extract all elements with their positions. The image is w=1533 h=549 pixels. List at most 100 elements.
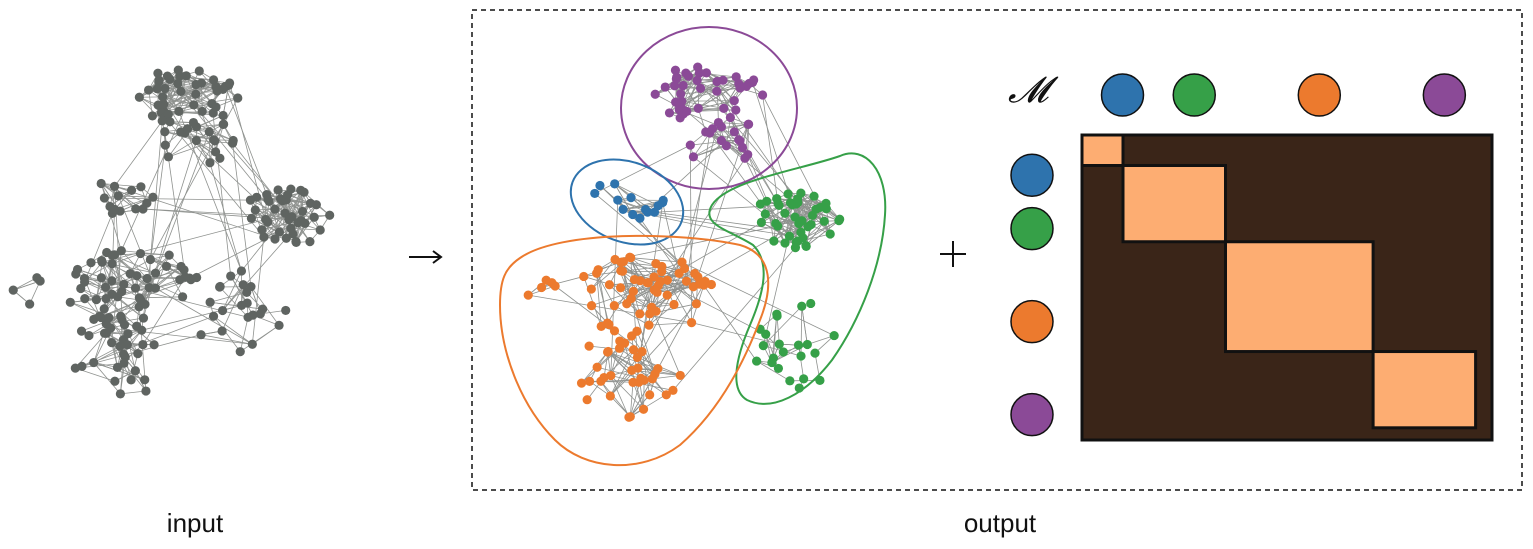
graph-node [125, 269, 135, 279]
graph-node [246, 282, 256, 292]
graph-node [215, 282, 225, 292]
graph-node [291, 236, 301, 247]
graph-edge [209, 162, 242, 272]
graph-edge [162, 90, 218, 98]
blue-community-hull [569, 158, 685, 246]
graph-edge [629, 382, 634, 417]
graph-node [810, 348, 820, 358]
graph-edge [643, 380, 645, 410]
graph-edge [756, 360, 791, 382]
matrix-row-legend [1010, 153, 1054, 437]
graph-node [116, 311, 126, 321]
graph-node [130, 366, 140, 376]
graph-node [134, 92, 144, 102]
graph-node [778, 347, 788, 357]
graph-node [541, 275, 551, 285]
matrix-block-green [1121, 164, 1227, 244]
graph-edge [208, 131, 211, 163]
graph-edge [213, 315, 241, 352]
graph-node [226, 271, 236, 281]
graph-node [84, 330, 94, 341]
graph-node [145, 254, 156, 265]
graph-edge [84, 213, 113, 283]
graph-node [624, 412, 634, 422]
graph-node [731, 72, 741, 82]
graph-node [628, 209, 638, 220]
graph-node [675, 370, 685, 381]
graph-node [138, 204, 148, 214]
row-circle-green [1010, 206, 1054, 251]
graph-node [76, 326, 87, 336]
graph-edge [610, 357, 638, 397]
graph-node [664, 108, 675, 118]
graph-node [635, 213, 645, 223]
graph-edge [760, 203, 802, 233]
graph-node [670, 65, 681, 75]
graph-node [104, 312, 114, 323]
graph-node [133, 349, 143, 359]
graph-node [286, 223, 296, 233]
graph-node [150, 268, 161, 278]
graph-node [592, 268, 602, 278]
graph-edge [141, 145, 166, 331]
graph-edge [164, 131, 214, 141]
graph-node [649, 207, 660, 217]
graph-node [99, 304, 109, 314]
graph-node [693, 103, 703, 113]
graph-node [701, 68, 712, 78]
matrix-column-legend [1100, 73, 1467, 117]
graph-node [160, 127, 170, 137]
graph-node [815, 375, 825, 386]
graph-edge [762, 94, 821, 208]
graph-node [793, 194, 803, 204]
graph-node [247, 339, 257, 349]
graph-edge [614, 259, 632, 299]
arrow-icon [409, 250, 443, 264]
graph-edge [591, 291, 634, 306]
graph-node [191, 135, 202, 146]
graph-node [196, 78, 207, 88]
graph-edge [101, 183, 141, 188]
matrix-block-blue [1080, 133, 1125, 167]
graph-edge [81, 334, 202, 367]
graph-node [803, 222, 813, 232]
graph-node [99, 193, 110, 203]
graph-node [205, 158, 215, 168]
graph-node [274, 227, 285, 237]
graph-edge [528, 294, 692, 323]
graph-node [123, 329, 133, 339]
input-caption: input [166, 508, 224, 538]
graph-node [749, 75, 759, 85]
graph-edge [193, 104, 293, 218]
graph-node [610, 179, 620, 189]
graph-edge [84, 263, 113, 279]
graph-node [138, 313, 149, 323]
graph-edge [747, 124, 750, 155]
graph-node [678, 80, 688, 91]
graph-node [197, 106, 207, 116]
graph-edge [222, 237, 287, 311]
graph-node [626, 193, 636, 203]
graph-edge [213, 315, 253, 345]
graph-edge [277, 189, 311, 204]
graph-node [165, 117, 175, 127]
matrix-symbol: 𝓜 [1008, 70, 1049, 111]
graph-node [628, 286, 638, 296]
graph-node [637, 347, 647, 357]
graph-node [89, 357, 99, 368]
graph-edge [200, 334, 253, 345]
graph-node [791, 237, 801, 247]
graph-node [236, 266, 247, 276]
graph-node [115, 389, 125, 399]
graph-node [70, 363, 80, 373]
graph-node [662, 275, 672, 285]
graph-node [210, 147, 221, 157]
graph-node [615, 283, 626, 293]
graph-node [644, 320, 654, 330]
graph-node [175, 275, 185, 285]
graph-node [679, 263, 690, 274]
graph-edge [652, 375, 681, 380]
graph-node [325, 210, 335, 220]
graph-node [96, 312, 106, 323]
graph-edge [681, 100, 724, 109]
